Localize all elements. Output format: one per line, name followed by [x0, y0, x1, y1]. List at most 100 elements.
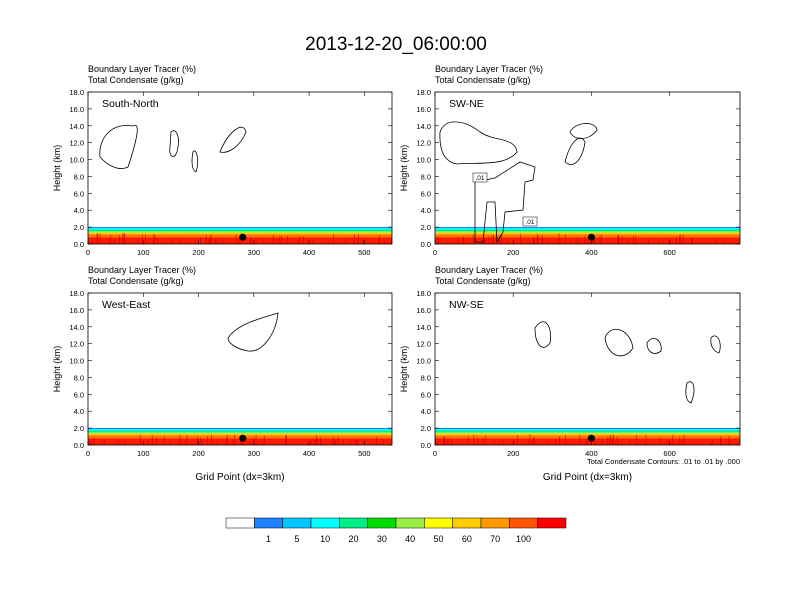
- tracer-band: [88, 226, 392, 229]
- panels: Boundary Layer Tracer (%)Total Condensat…: [52, 64, 741, 483]
- tracer-band: [435, 427, 740, 430]
- tracer-band: [88, 229, 392, 232]
- y-axis-label: Height (km): [52, 346, 62, 393]
- y-tick-label: 6.0: [74, 189, 84, 198]
- contour-line: [439, 121, 518, 165]
- x-tick-label: 100: [137, 248, 150, 257]
- y-tick-label: 8.0: [74, 373, 84, 382]
- tracer-bands: [435, 427, 740, 445]
- panel-nw-se: Boundary Layer Tracer (%)Total Condensat…: [399, 265, 741, 483]
- y-tick-label: 12.0: [69, 139, 84, 148]
- tracer-band: [88, 237, 392, 244]
- colorbar-label: 70: [490, 534, 500, 544]
- tracer-band: [435, 228, 740, 230]
- contour-label-box: [472, 172, 488, 183]
- y-axis-label: Height (km): [52, 145, 62, 192]
- panel-header-line1: Boundary Layer Tracer (%): [88, 64, 196, 74]
- x-tick-label: 400: [585, 449, 598, 458]
- contour-line: [710, 335, 721, 354]
- tracer-band: [435, 229, 740, 232]
- colorbar-label: 5: [294, 534, 299, 544]
- colorbar-segment: [480, 517, 510, 529]
- y-tick-label: 12.0: [69, 340, 84, 349]
- colorbar-segment: [509, 517, 538, 529]
- x-tick-label: 200: [507, 449, 520, 458]
- y-axis-label: Height (km): [399, 145, 409, 192]
- x-axis-label: Grid Point (dx=3km): [543, 472, 632, 483]
- location-marker: [239, 434, 247, 442]
- panel-header-line2: Total Condensate (g/kg): [88, 75, 184, 85]
- contour-label: .01: [525, 219, 534, 226]
- y-tick-label: 0.0: [421, 240, 431, 249]
- y-tick-label: 6.0: [421, 189, 431, 198]
- panel-header-line1: Boundary Layer Tracer (%): [435, 64, 543, 74]
- plot-frame: [87, 292, 393, 446]
- panel-label: NW-SE: [449, 299, 484, 311]
- colorbar-segment: [537, 517, 567, 529]
- colorbar-segment: [310, 517, 340, 529]
- y-tick-label: 18.0: [416, 88, 431, 97]
- tracer-band: [435, 429, 740, 431]
- condensate-contours: [99, 124, 247, 173]
- tracer-band: [435, 433, 740, 436]
- x-tick-label: 400: [303, 449, 316, 458]
- plot-frame: [87, 91, 393, 245]
- contour-note: Total Condensate Contours: .01 to .01 by…: [587, 457, 740, 466]
- location-marker: [239, 233, 247, 241]
- tracer-band: [88, 228, 392, 230]
- colorbar-label: 20: [348, 534, 358, 544]
- panel-south-north: Boundary Layer Tracer (%)Total Condensat…: [52, 64, 393, 257]
- colorbar-segment: [424, 517, 453, 529]
- y-tick-label: 16.0: [69, 306, 84, 315]
- y-tick-label: 8.0: [74, 172, 84, 181]
- location-marker: [587, 434, 595, 442]
- tracer-band: [435, 435, 740, 439]
- x-tick-label: 400: [303, 248, 316, 257]
- y-tick-label: 10.0: [69, 156, 84, 165]
- y-tick-label: 14.0: [416, 122, 431, 131]
- condensate-contours: [534, 321, 721, 404]
- panel-header-line1: Boundary Layer Tracer (%): [435, 265, 543, 275]
- x-tick-label: 0: [433, 449, 437, 458]
- tracer-band: [88, 231, 392, 233]
- x-tick-label: 0: [433, 248, 437, 257]
- contour-line: [564, 137, 586, 165]
- y-tick-label: 8.0: [421, 172, 431, 181]
- contour-line: [191, 150, 199, 173]
- contour-line: [219, 126, 247, 153]
- y-tick-label: 14.0: [69, 122, 84, 131]
- x-tick-label: 200: [507, 248, 520, 257]
- colorbar-segment: [254, 517, 283, 529]
- tracer-band: [435, 232, 740, 235]
- x-tick-label: 0: [86, 248, 90, 257]
- tracer-band: [435, 432, 740, 434]
- colorbar-segment: [282, 517, 312, 529]
- tracer-band: [435, 430, 740, 433]
- x-tick-label: 500: [358, 248, 371, 257]
- colorbar-label: 60: [462, 534, 472, 544]
- x-tick-label: 200: [192, 449, 205, 458]
- tracer-band: [88, 430, 392, 433]
- y-tick-label: 16.0: [416, 105, 431, 114]
- y-tick-label: 10.0: [416, 357, 431, 366]
- colorbar-segment: [395, 517, 425, 529]
- plot-frame: [434, 292, 741, 446]
- tracer-band: [88, 232, 392, 235]
- tracer-band: [88, 427, 392, 430]
- y-tick-label: 18.0: [416, 289, 431, 298]
- contour-label-box: [522, 216, 538, 227]
- tracer-band: [88, 433, 392, 436]
- y-tick-label: 12.0: [416, 139, 431, 148]
- tracer-band: [88, 429, 392, 431]
- tracer-band: [88, 432, 392, 434]
- contour-line: [569, 123, 598, 139]
- tracer-band: [435, 226, 740, 229]
- contour-line: [646, 338, 662, 354]
- y-axis-label: Height (km): [399, 346, 409, 393]
- y-tick-label: 4.0: [421, 206, 431, 215]
- y-tick-label: 18.0: [69, 88, 84, 97]
- colorbar-label: 100: [516, 534, 531, 544]
- y-tick-label: 6.0: [421, 390, 431, 399]
- panel-header-line2: Total Condensate (g/kg): [435, 276, 531, 286]
- contour-line: [604, 328, 634, 357]
